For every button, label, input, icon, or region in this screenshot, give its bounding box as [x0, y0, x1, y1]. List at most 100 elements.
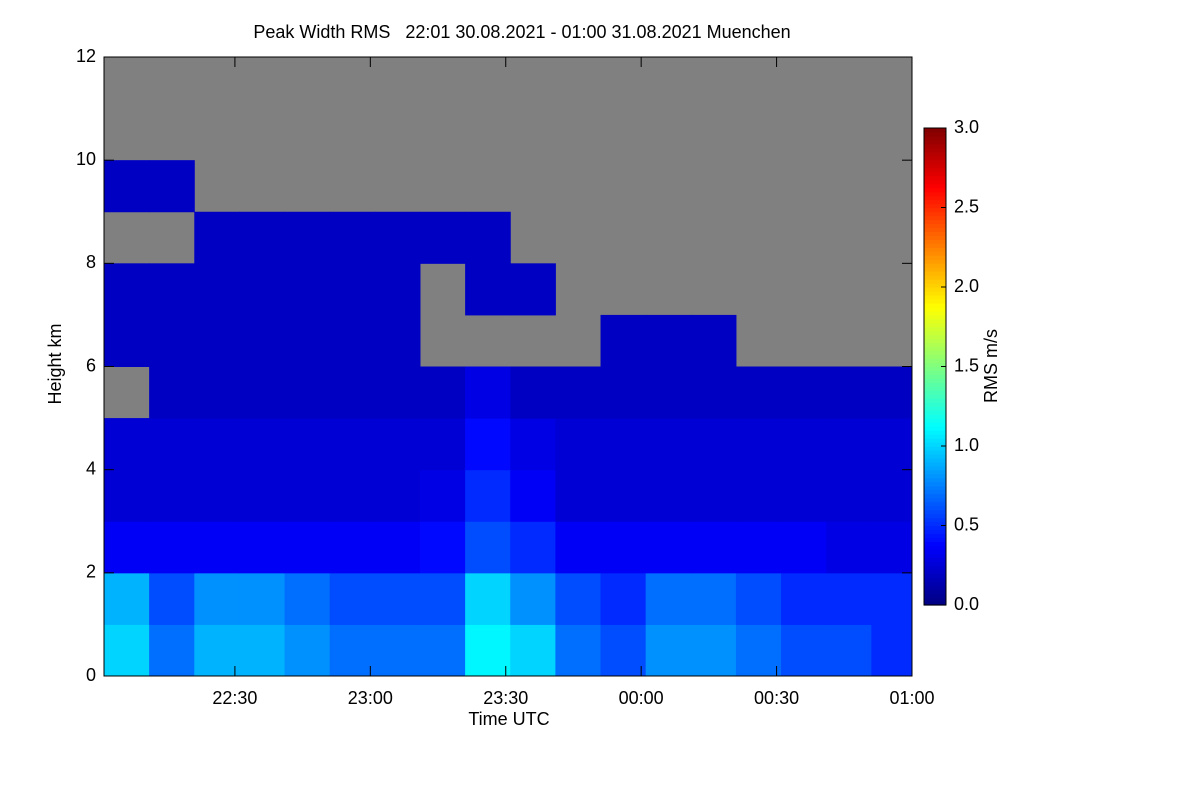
colorbar-swatch — [924, 493, 946, 499]
heatmap-cell — [194, 572, 240, 625]
colorbar-swatch — [924, 422, 946, 427]
colorbar-swatch — [924, 469, 946, 475]
y-tick-label: 0 — [86, 665, 96, 685]
colorbar-swatch — [924, 259, 946, 264]
colorbar-swatch — [924, 434, 946, 439]
y-tick-label: 4 — [86, 458, 96, 478]
colorbar-swatch — [924, 215, 946, 221]
heatmap-cell — [284, 521, 331, 574]
y-tick-label: 12 — [76, 46, 96, 66]
x-tick-label: 23:30 — [483, 688, 528, 708]
heatmap-cell — [465, 366, 511, 419]
heatmap-cell — [510, 418, 556, 471]
heatmap-cell — [600, 418, 647, 471]
heatmap-cell — [555, 572, 602, 625]
colorbar-swatch — [924, 362, 946, 368]
heatmap-cell — [690, 366, 737, 419]
colorbar-swatch — [924, 430, 946, 435]
heatmap-cell — [690, 314, 737, 367]
heatmap-cell — [871, 624, 912, 676]
x-tick-label: 22:30 — [212, 688, 257, 708]
colorbar-swatch — [924, 195, 946, 201]
heatmap-cell — [239, 521, 286, 574]
y-tick-label: 8 — [86, 252, 96, 272]
colorbar-swatch — [924, 593, 946, 598]
colorbar-tick-label: 0.0 — [954, 594, 979, 614]
heatmap-cell — [555, 521, 602, 574]
colorbar-swatch — [924, 159, 946, 165]
heatmap-cell — [374, 521, 421, 574]
heatmap-cell — [374, 572, 421, 625]
colorbar-swatch — [924, 569, 946, 574]
heatmap-cell — [781, 572, 827, 625]
colorbar-swatch — [924, 477, 946, 483]
heatmap-cell — [465, 211, 511, 264]
heatmap-cell — [555, 418, 602, 471]
heatmap-cell — [781, 366, 827, 419]
colorbar-tick-label: 1.0 — [954, 435, 979, 455]
colorbar-swatch — [924, 155, 946, 161]
y-tick-label: 10 — [76, 149, 96, 169]
colorbar-swatch — [924, 223, 946, 228]
colorbar-swatch — [924, 561, 946, 566]
heatmap-cell — [871, 572, 912, 625]
heatmap-cell — [510, 469, 556, 522]
colorbar-swatch — [924, 179, 946, 185]
heatmap-cell — [329, 624, 376, 676]
heatmap-cell — [374, 624, 421, 676]
colorbar-swatch — [924, 263, 946, 268]
colorbar-swatch — [924, 481, 946, 487]
heatmap-cell — [735, 418, 782, 471]
colorbar-swatch — [924, 294, 946, 300]
x-tick-label: 23:00 — [348, 688, 393, 708]
heatmap-cell — [284, 366, 331, 419]
heatmap-cell — [194, 624, 240, 676]
heatmap-cell — [690, 624, 737, 676]
heatmap-cell — [194, 469, 240, 522]
heatmap-cell — [871, 418, 912, 471]
colorbar-swatch — [924, 306, 946, 312]
colorbar-swatch — [924, 187, 946, 193]
colorbar-swatch — [924, 322, 946, 328]
heatmap-cell — [329, 314, 376, 367]
colorbar-swatch — [924, 485, 946, 491]
heatmap-cell — [645, 572, 692, 625]
colorbar-swatch — [924, 318, 946, 324]
heatmap-cell — [419, 572, 466, 625]
colorbar-swatch — [924, 573, 946, 578]
heatmap-cell — [374, 314, 421, 367]
heatmap-cell — [555, 366, 602, 419]
chart-title: Peak Width RMS 22:01 30.08.2021 - 01:00 … — [253, 22, 790, 42]
heatmap-cell — [645, 314, 692, 367]
heatmap-cell — [104, 314, 150, 367]
colorbar-swatch — [924, 398, 946, 403]
heatmap-cell — [284, 572, 331, 625]
heatmap-cell — [690, 418, 737, 471]
colorbar-swatch — [924, 338, 946, 344]
colorbar-swatch — [924, 589, 946, 594]
colorbar-swatch — [924, 275, 946, 280]
heatmap-cell — [735, 469, 782, 522]
colorbar-swatch — [924, 449, 946, 455]
heatmap-cell — [510, 572, 556, 625]
heatmap-cell — [104, 160, 150, 213]
colorbar-swatch — [924, 601, 946, 606]
colorbar-swatch — [924, 251, 946, 256]
colorbar-swatch — [924, 131, 946, 137]
colorbar-swatch — [924, 489, 946, 495]
colorbar-swatch — [924, 529, 946, 535]
colorbar-swatch — [924, 577, 946, 582]
heatmap-cell — [149, 521, 195, 574]
heatmap-cell — [239, 314, 286, 367]
colorbar-tick-label: 3.0 — [954, 117, 979, 137]
colorbar-swatch — [924, 271, 946, 276]
colorbar-swatch — [924, 378, 946, 383]
colorbar-swatch — [924, 549, 946, 554]
colorbar-swatch — [924, 199, 946, 205]
colorbar-swatch — [924, 565, 946, 570]
heatmap-cell — [284, 469, 331, 522]
colorbar-swatch — [924, 350, 946, 356]
colorbar-swatch — [924, 310, 946, 316]
heatmap-cell — [826, 624, 872, 676]
colorbar-swatch — [924, 346, 946, 352]
